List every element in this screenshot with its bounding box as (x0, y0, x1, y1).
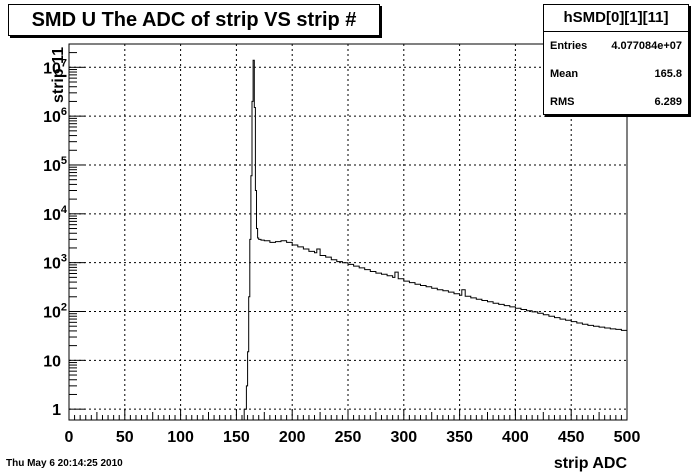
x-tick-label: 500 (614, 429, 641, 446)
x-tick-label: 200 (279, 429, 306, 446)
stats-row-entries: Entries 4.077084e+07 (544, 32, 688, 60)
x-tick-labels: 0 50 100 150 200 250 300 350 400 450 500 (65, 429, 641, 446)
x-tick-label: 400 (502, 429, 529, 446)
y-axis-label: strip 11 (50, 47, 67, 103)
series-line (242, 59, 628, 421)
stats-histogram-name: hSMD[0][1][11] (544, 5, 688, 32)
x-tick-label: 0 (65, 429, 74, 446)
y-tick-label: 103 (43, 253, 67, 273)
x-tick-label: 450 (558, 429, 585, 446)
x-tick-label: 350 (446, 429, 473, 446)
stats-box: hSMD[0][1][11] Entries 4.077084e+07 Mean… (543, 4, 689, 115)
x-tick-label: 250 (335, 429, 362, 446)
stats-label: Mean (550, 68, 579, 80)
y-tick-label: 105 (43, 155, 67, 175)
x-tick-label: 50 (116, 429, 134, 446)
y-tick-label: 10 (43, 353, 61, 370)
x-axis-label: strip ADC (554, 455, 628, 472)
y-tick-label: 102 (43, 301, 67, 321)
y-tick-labels: 1 10 102 103 104 105 106 107 (43, 57, 68, 419)
y-tick-label: 107 (43, 57, 67, 77)
x-tick-label: 100 (167, 429, 194, 446)
x-tick-label: 300 (390, 429, 417, 446)
stats-row-mean: Mean 165.8 (544, 60, 688, 88)
tick-layer (68, 43, 628, 420)
footer-timestamp: Thu May 6 20:14:25 2010 (6, 458, 123, 469)
y-tick-label: 106 (43, 106, 67, 126)
chart-title: SMD U The ADC of strip VS strip # (8, 4, 380, 36)
stats-value: 6.289 (654, 96, 682, 108)
y-tick-label: 104 (43, 204, 68, 224)
x-tick-label: 150 (223, 429, 250, 446)
y-tick-label: 1 (52, 402, 61, 419)
stats-row-rms: RMS 6.289 (544, 88, 688, 116)
stats-label: RMS (550, 96, 575, 108)
stats-value: 165.8 (654, 68, 682, 80)
stats-label: Entries (550, 40, 588, 52)
stats-value: 4.077084e+07 (611, 40, 682, 52)
